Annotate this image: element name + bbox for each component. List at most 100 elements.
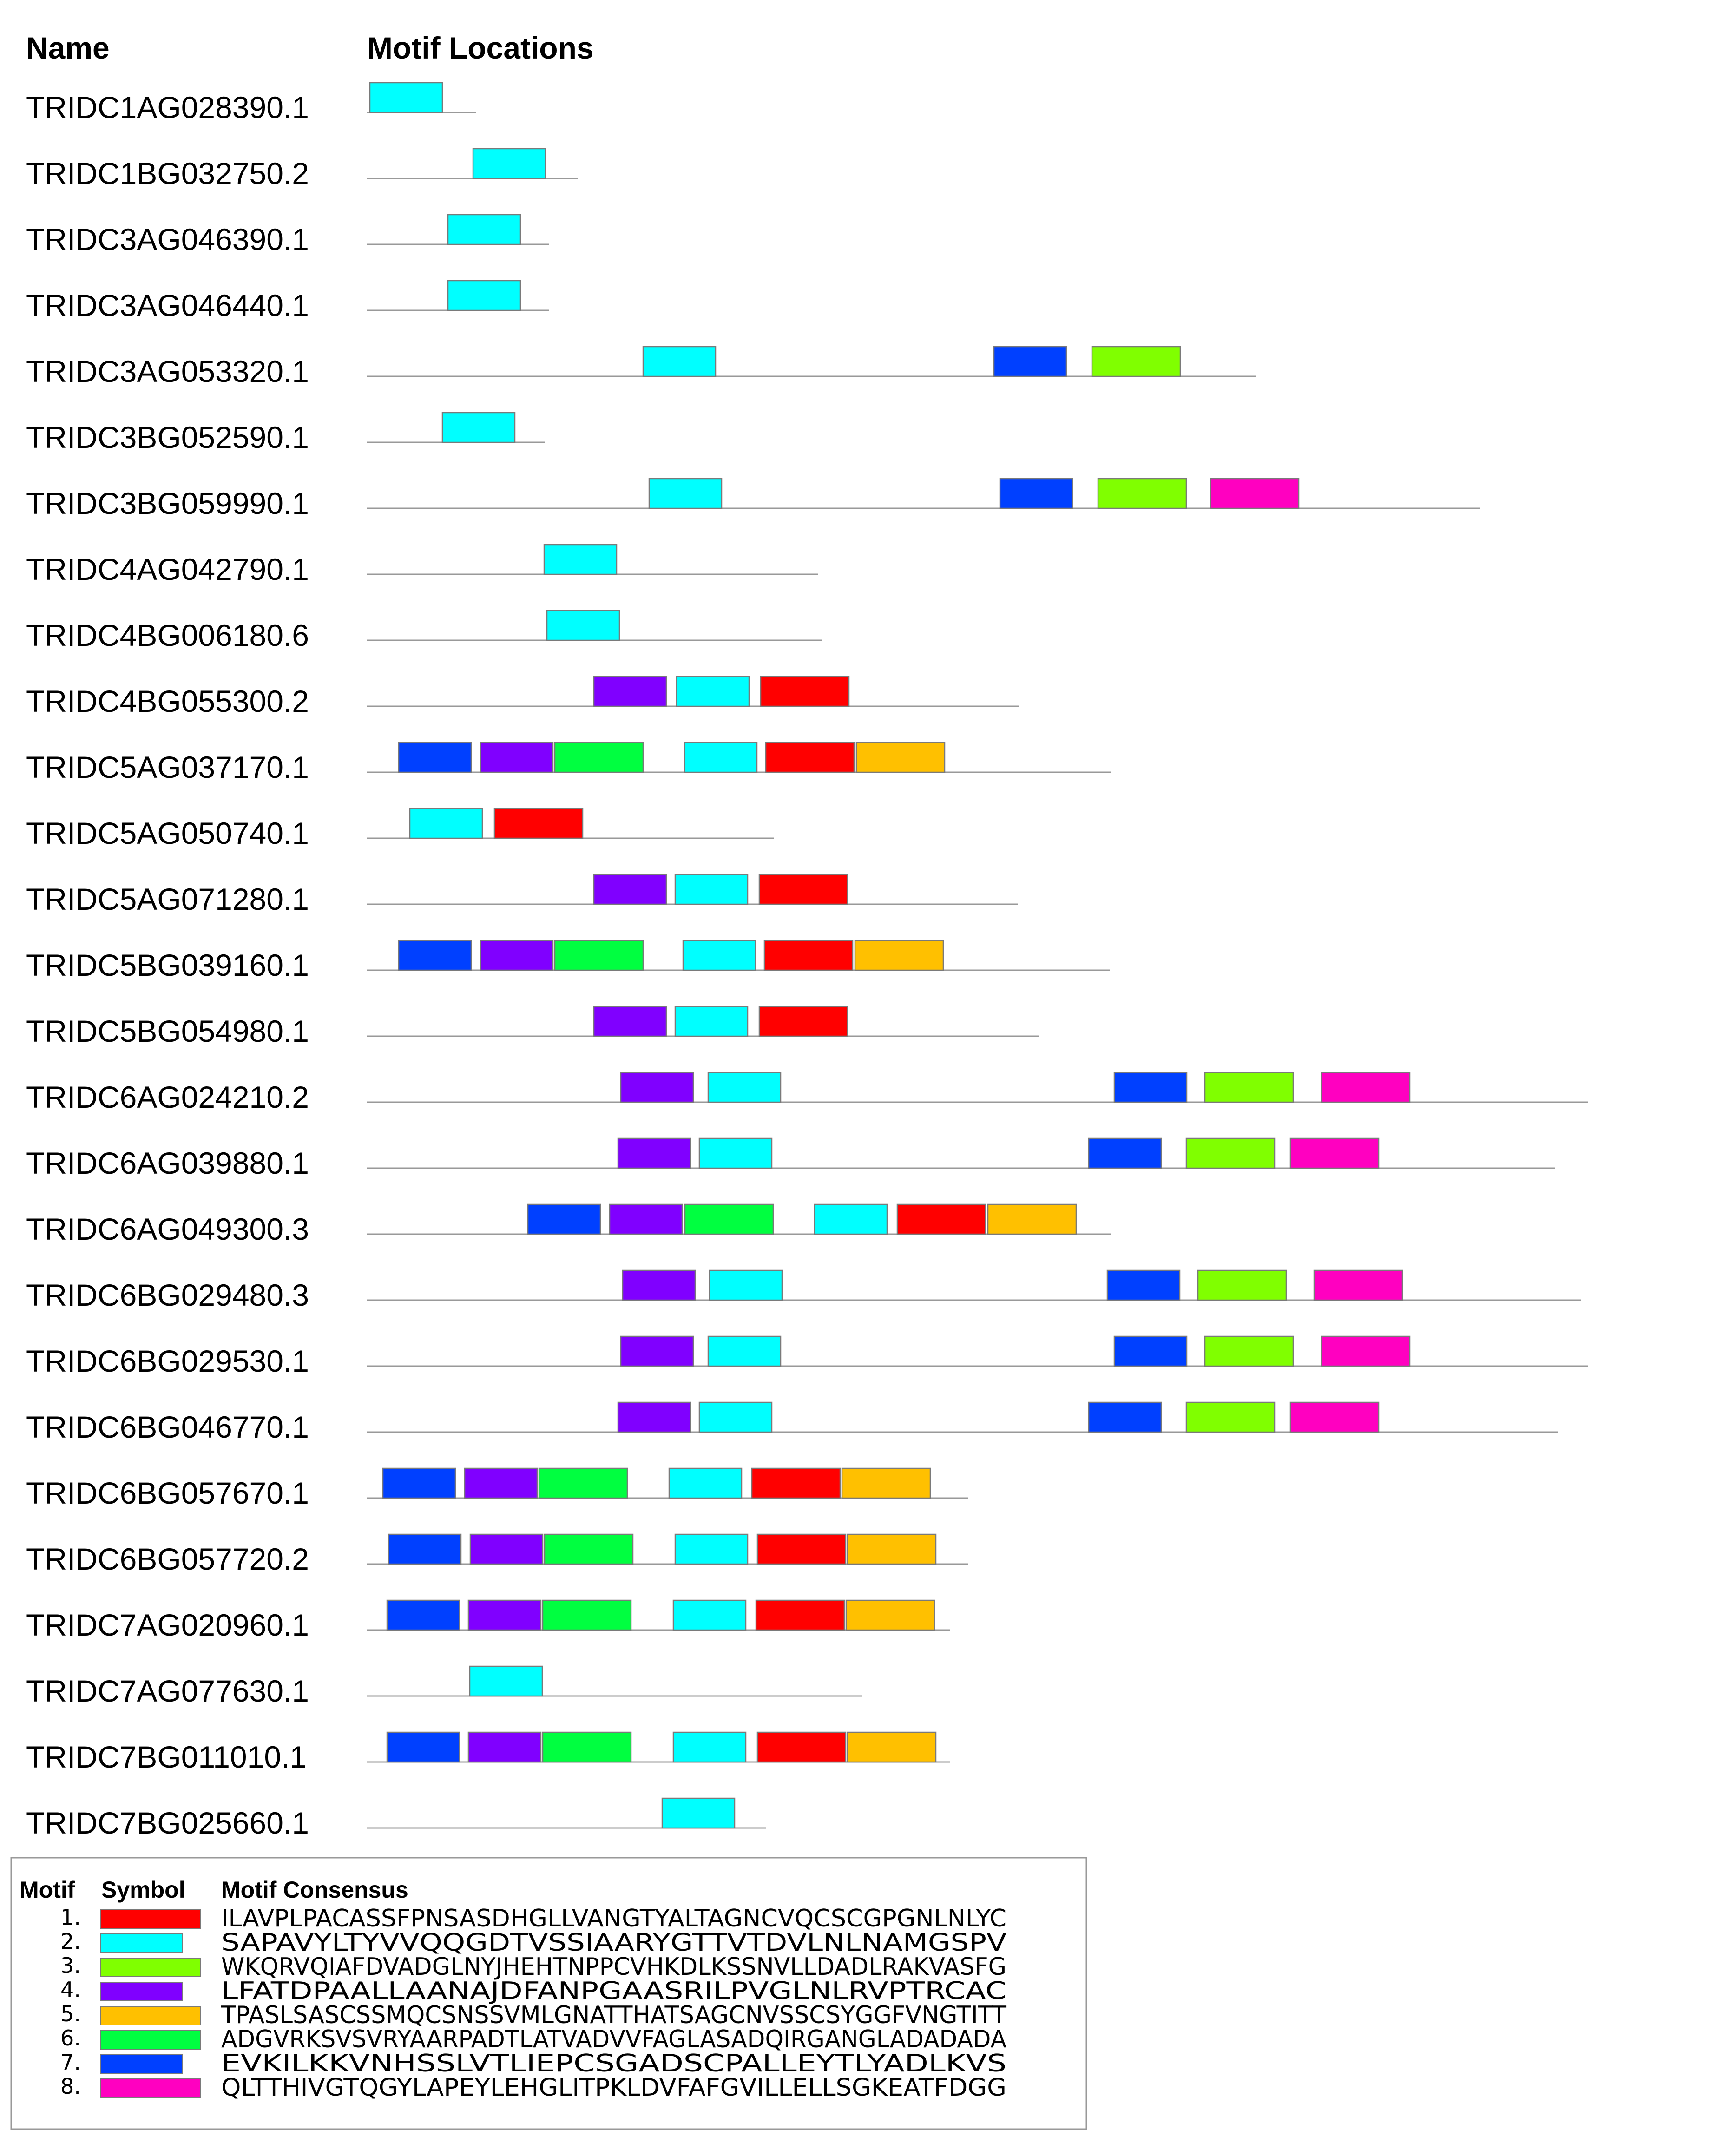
motif-4-box xyxy=(467,1599,542,1631)
motif-7-box xyxy=(386,1599,460,1631)
gene-row: TRIDC3AG053320.1 xyxy=(26,346,1256,388)
motif-3-box xyxy=(1204,1335,1294,1367)
legend-frame xyxy=(10,1857,1087,2130)
motif-2-box xyxy=(682,940,756,971)
legend-consensus: ADGVRKSVSVRYAARPADTLATVADVVFAGLASADQIRGA… xyxy=(221,2025,1006,2053)
legend-motif-number: 3. xyxy=(60,1953,81,1978)
motif-7-box xyxy=(993,346,1067,377)
motif-1-box xyxy=(493,808,584,839)
legend-row: 3. WKQRVQIAFDVADGLNYJHEHTNPPCVHKDLKSSNVLL… xyxy=(60,1953,1006,1981)
gene-name: TRIDC6BG029530.1 xyxy=(26,1344,309,1378)
legend-motif-number: 6. xyxy=(60,2025,81,2051)
motif-1-box xyxy=(896,1203,986,1235)
legend-header-motif: Motif xyxy=(20,1877,75,1903)
motif-2-box xyxy=(447,280,521,311)
motif-2-box xyxy=(674,874,749,905)
motif-2-box xyxy=(472,148,546,179)
gene-row: TRIDC3BG052590.1 xyxy=(26,412,545,454)
motif-3-box xyxy=(1204,1072,1294,1103)
gene-row: TRIDC3AG046390.1 xyxy=(26,214,549,256)
motif-2-box xyxy=(661,1797,736,1829)
gene-rows: TRIDC1AG028390.1 TRIDC1BG032750.2 TRIDC3AG… xyxy=(26,82,1588,1840)
motif-2-box xyxy=(698,1401,773,1433)
motif-4-box xyxy=(480,742,554,773)
gene-name: TRIDC3AG046440.1 xyxy=(26,288,309,322)
gene-row: TRIDC5AG071280.1 xyxy=(26,874,1018,916)
motif-7-box xyxy=(527,1203,601,1235)
motif-7-box xyxy=(382,1467,456,1499)
motif-7-box xyxy=(388,1533,462,1565)
motif-4-box xyxy=(467,1731,542,1763)
legend-symbol-4 xyxy=(100,1982,183,2001)
motif-8-box xyxy=(1289,1137,1380,1169)
motif-2-box xyxy=(469,1665,543,1697)
gene-row: TRIDC7AG077630.1 xyxy=(26,1665,862,1708)
motif-4-box xyxy=(617,1137,691,1169)
name-column-header: Name xyxy=(26,31,110,65)
motif-2-box xyxy=(707,1335,782,1367)
gene-name: TRIDC7BG025660.1 xyxy=(26,1806,309,1840)
legend-row: 1. ILAVPLPACASSFPNSASDHGLLVANGTYALTAGNCVQ… xyxy=(60,1905,1006,1933)
legend-motif-number: 5. xyxy=(60,2001,81,2026)
gene-row: TRIDC6BG057670.1 xyxy=(26,1467,968,1510)
motif-6-box xyxy=(542,1599,632,1631)
motif-5-box xyxy=(845,1599,935,1631)
legend-symbol-7 xyxy=(100,2054,183,2074)
gene-name: TRIDC6BG057720.2 xyxy=(26,1542,309,1576)
gene-name: TRIDC5AG050740.1 xyxy=(26,816,309,850)
motif-2-box xyxy=(441,412,516,443)
legend-symbol-3 xyxy=(100,1958,201,1977)
legend-consensus: SAPAVYLTYVVQQGDTVSSIAARYGTTVTDVLNLNAMGSP… xyxy=(221,1929,1007,1957)
gene-name: TRIDC7AG077630.1 xyxy=(26,1674,309,1708)
gene-row: TRIDC6BG057720.2 xyxy=(26,1533,968,1576)
gene-row: TRIDC6BG029480.3 xyxy=(26,1269,1581,1312)
gene-name: TRIDC5AG037170.1 xyxy=(26,750,309,784)
legend-symbol-6 xyxy=(100,2030,201,2050)
motif-1-box xyxy=(755,1599,845,1631)
gene-name: TRIDC6AG024210.2 xyxy=(26,1080,309,1114)
motif-1-box xyxy=(758,874,848,905)
motif-8-box xyxy=(1289,1401,1380,1433)
legend-header-symbol: Symbol xyxy=(101,1877,185,1903)
gene-row: TRIDC3AG046440.1 xyxy=(26,280,549,322)
motif-5-box xyxy=(854,940,944,971)
legend-motif-number: 8. xyxy=(60,2074,81,2099)
gene-name: TRIDC4AG042790.1 xyxy=(26,552,309,586)
legend-symbol-1 xyxy=(100,1909,201,1929)
legend-consensus: WKQRVQIAFDVADGLNYJHEHTNPPCVHKDLKSSNVLLDA… xyxy=(221,1953,1006,1981)
gene-row: TRIDC7BG025660.1 xyxy=(26,1797,766,1840)
gene-row: TRIDC6AG024210.2 xyxy=(26,1072,1588,1114)
gene-row: TRIDC6AG049300.3 xyxy=(26,1203,1111,1246)
gene-name: TRIDC6BG046770.1 xyxy=(26,1410,309,1444)
motif-3-box xyxy=(1185,1401,1276,1433)
motif-1-box xyxy=(760,676,850,707)
legend-motif-number: 4. xyxy=(60,1977,81,2002)
legend-row: 4. LFATDPAALLAANAJDFANPGAASRILPVGLNLRVPTR… xyxy=(60,1977,1006,2005)
gene-name: TRIDC3AG053320.1 xyxy=(26,354,309,388)
gene-row: TRIDC1BG032750.2 xyxy=(26,148,578,191)
motif-2-box xyxy=(698,1137,773,1169)
motif-3-box xyxy=(1185,1137,1276,1169)
gene-name: TRIDC3BG059990.1 xyxy=(26,486,309,520)
motif-2-box xyxy=(672,1731,747,1763)
legend-consensus: LFATDPAALLAANAJDFANPGAASRILPVGLNLRVPTRCA… xyxy=(221,1977,1006,2005)
motif-4-box xyxy=(620,1335,694,1367)
motif-6-box xyxy=(684,1203,774,1235)
gene-row: TRIDC4AG042790.1 xyxy=(26,544,818,586)
motif-2-box xyxy=(674,1006,749,1037)
gene-name: TRIDC5BG039160.1 xyxy=(26,948,309,982)
motif-8-box xyxy=(1313,1269,1403,1301)
motif-2-box xyxy=(546,610,620,641)
legend-row: 5. TPASLSASCSSMQCSNSSVMLGNATTHATSAGCNVSSC… xyxy=(60,2001,1006,2029)
legend-motif-number: 1. xyxy=(60,1905,81,1930)
gene-name: TRIDC3AG046390.1 xyxy=(26,222,309,256)
motif-2-box xyxy=(676,676,750,707)
motif-7-box xyxy=(386,1731,460,1763)
legend-row: 8. QLTTHIVGTQGYLAPEYLEHGLITPKLDVFAFGVILLE… xyxy=(60,2074,1006,2102)
motif-4-box xyxy=(469,1533,544,1565)
motif-8-box xyxy=(1321,1072,1411,1103)
motif-4-box xyxy=(480,940,554,971)
legend-consensus: QLTTHIVGTQGYLAPEYLEHGLITPKLDVFAFGVILLELL… xyxy=(221,2074,1006,2102)
gene-name: TRIDC7BG011010.1 xyxy=(26,1740,307,1774)
